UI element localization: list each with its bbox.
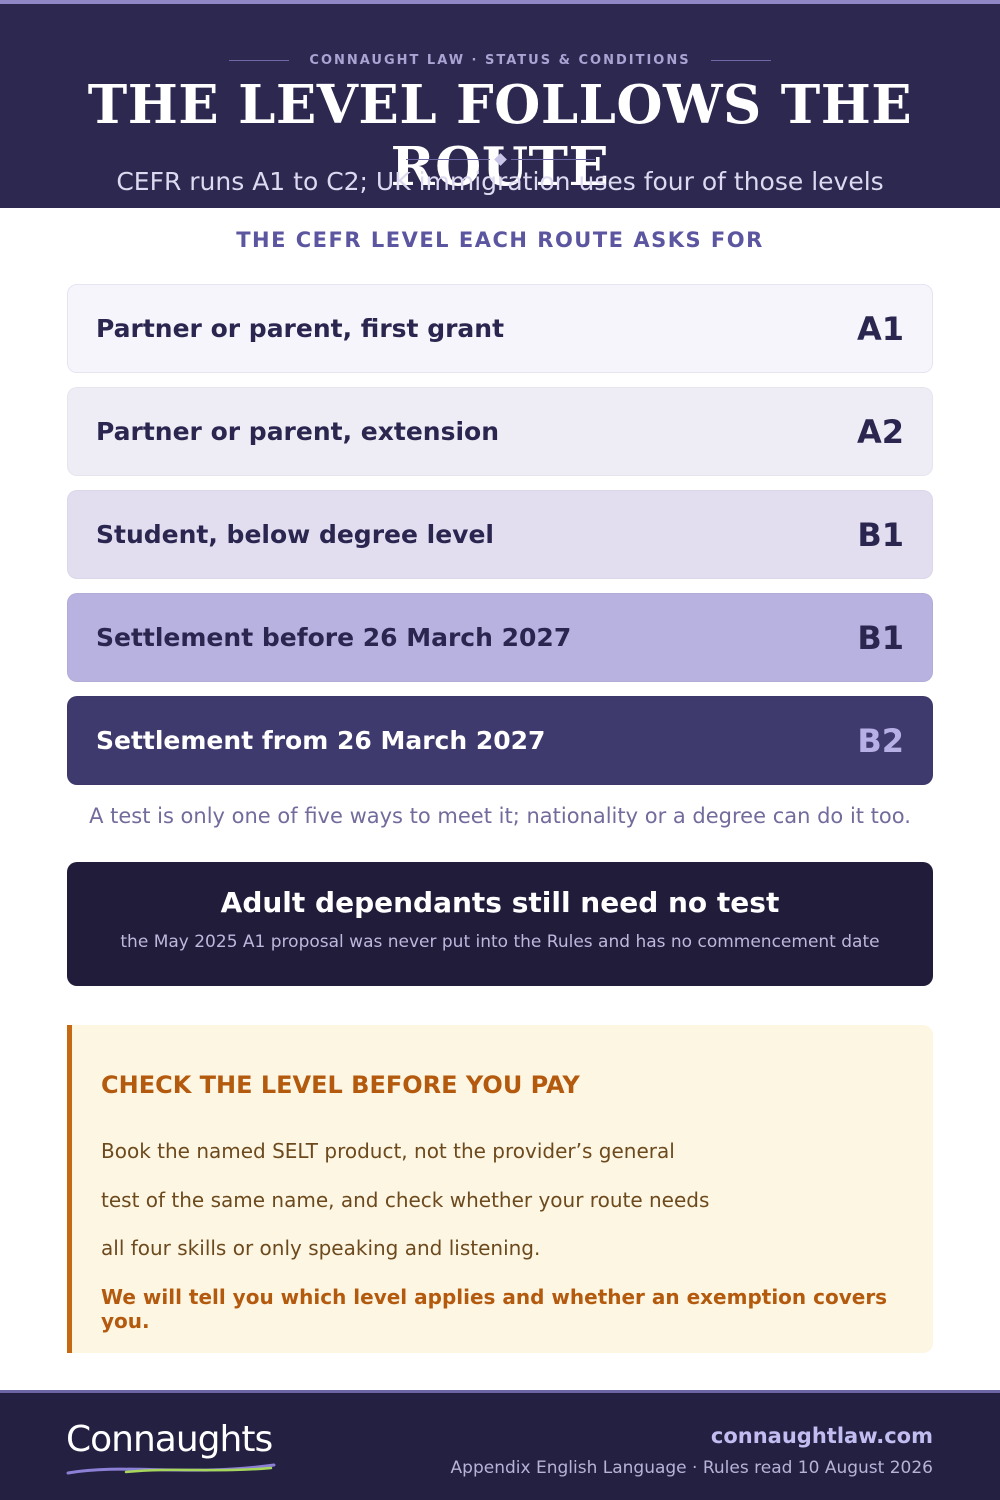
route-note: A test is only one of five ways to meet … xyxy=(89,804,911,828)
dependants-subtitle: the May 2025 A1 proposal was never put i… xyxy=(120,932,880,952)
footer: Connaughts connaughtlaw.com Appendix Eng… xyxy=(0,1390,1000,1500)
route-level: B1 xyxy=(857,515,904,554)
route-level: B1 xyxy=(857,618,904,657)
kicker-rule-right xyxy=(710,59,771,61)
route-label: Settlement from 26 March 2027 xyxy=(96,726,546,755)
route-row: Settlement before 26 March 2027 B1 xyxy=(67,593,933,682)
title-divider xyxy=(0,152,1000,166)
callout-title: CHECK THE LEVEL BEFORE YOU PAY xyxy=(101,1071,580,1099)
page-subtitle: CEFR runs A1 to C2; UK immigration uses … xyxy=(116,167,884,196)
callout-body-line: all four skills or only speaking and lis… xyxy=(101,1236,541,1260)
route-level: B2 xyxy=(857,721,904,760)
diamond-icon xyxy=(493,152,507,166)
route-label: Student, below degree level xyxy=(96,520,494,549)
route-row: Settlement from 26 March 2027 B2 xyxy=(67,696,933,785)
kicker-rule-left xyxy=(229,59,290,61)
callout-body: Book the named SELT product, not the pro… xyxy=(101,1127,721,1273)
route-level: A2 xyxy=(856,412,904,451)
callout-body-line: Book the named SELT product, not the pro… xyxy=(101,1139,675,1163)
divider-rule-left xyxy=(405,158,490,160)
section-title: THE CEFR LEVEL EACH ROUTE ASKS FOR xyxy=(236,228,764,252)
divider-rule-right xyxy=(510,158,595,160)
callout-cta: We will tell you which level applies and… xyxy=(101,1285,888,1333)
header-banner: CONNAUGHT LAW · STATUS & CONDITIONS THE … xyxy=(0,0,1000,208)
route-label: Partner or parent, first grant xyxy=(96,314,505,343)
kicker-row: CONNAUGHT LAW · STATUS & CONDITIONS xyxy=(0,50,1000,70)
page-title: THE LEVEL FOLLOWS THE ROUTE xyxy=(87,74,913,198)
route-row: Partner or parent, first grant A1 xyxy=(67,284,933,373)
kicker-text: CONNAUGHT LAW · STATUS & CONDITIONS xyxy=(309,52,691,68)
route-label: Partner or parent, extension xyxy=(96,417,500,446)
logo-swoosh-icon xyxy=(66,1463,276,1475)
source-note: Appendix English Language · Rules read 1… xyxy=(450,1458,933,1478)
connaughts-logo[interactable]: Connaughts xyxy=(66,1419,296,1479)
route-list: Partner or parent, first grant A1 Partne… xyxy=(67,284,933,799)
route-row: Student, below degree level B1 xyxy=(67,490,933,579)
dependants-title: Adult dependants still need no test xyxy=(220,886,780,919)
route-label: Settlement before 26 March 2027 xyxy=(96,623,572,652)
logo-wordmark: Connaughts xyxy=(66,1419,273,1460)
route-row: Partner or parent, extension A2 xyxy=(67,387,933,476)
check-level-callout: CHECK THE LEVEL BEFORE YOU PAY Book the … xyxy=(67,1025,933,1353)
dependants-panel: Adult dependants still need no test the … xyxy=(67,862,933,986)
route-level: A1 xyxy=(856,309,904,348)
site-link[interactable]: connaughtlaw.com xyxy=(710,1424,933,1448)
callout-body-line: test of the same name, and check whether… xyxy=(101,1187,710,1212)
